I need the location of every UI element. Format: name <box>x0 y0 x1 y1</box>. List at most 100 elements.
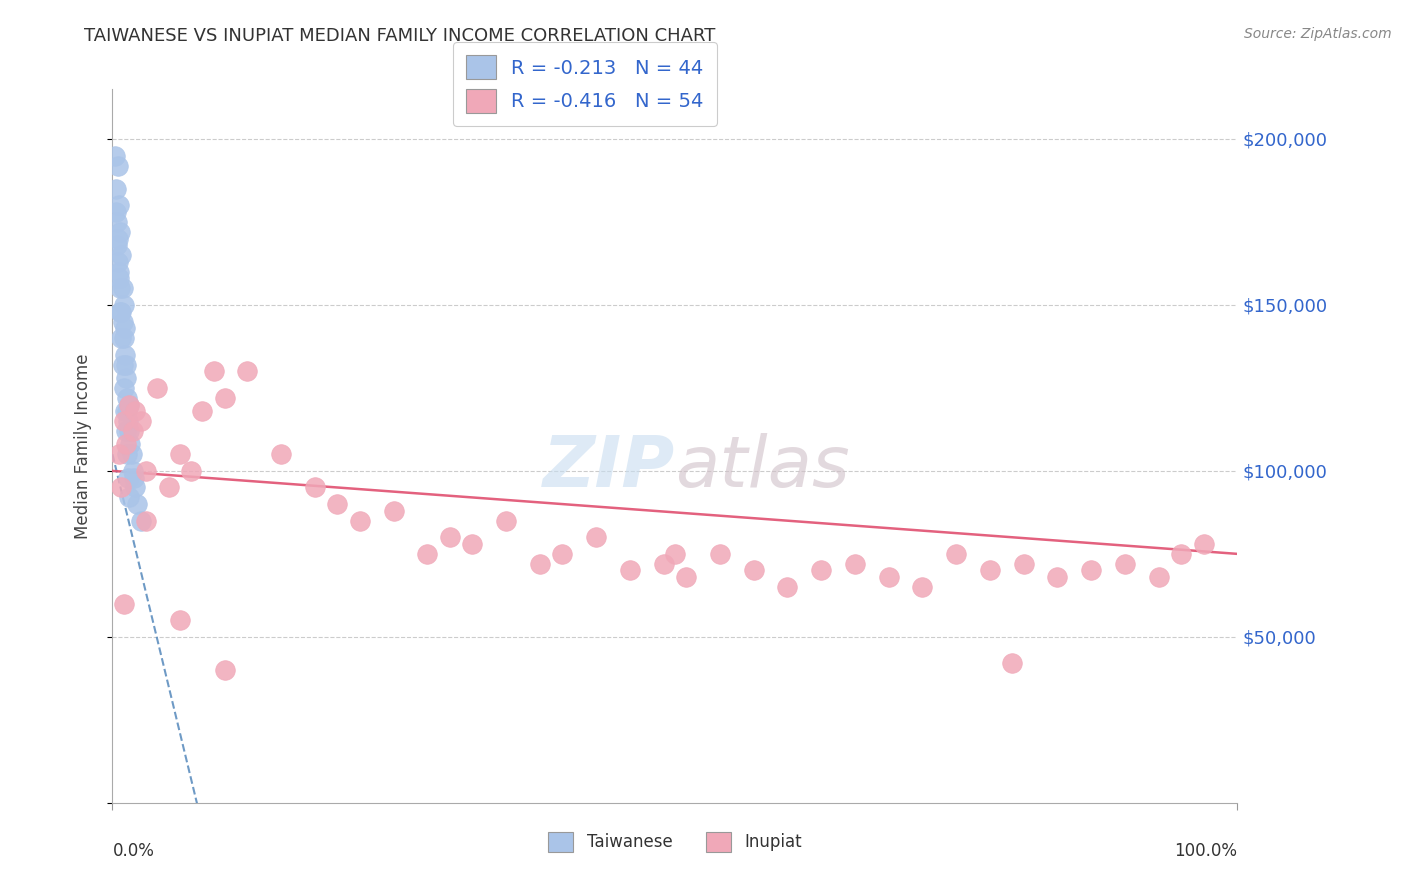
Point <box>326 497 349 511</box>
Point <box>529 557 551 571</box>
Point <box>118 397 141 411</box>
Point <box>112 331 135 345</box>
Point <box>214 663 236 677</box>
Point <box>107 231 129 245</box>
Point <box>115 447 138 461</box>
Point <box>111 314 134 328</box>
Text: 100.0%: 100.0% <box>1174 842 1237 860</box>
Point <box>191 404 214 418</box>
Point <box>112 298 135 312</box>
Point <box>495 514 517 528</box>
Point <box>105 238 128 252</box>
Point <box>110 481 132 495</box>
Point <box>169 613 191 627</box>
Point <box>1001 657 1024 671</box>
Point <box>118 397 141 411</box>
Point <box>349 514 371 528</box>
Point <box>382 504 405 518</box>
Text: TAIWANESE VS INUPIAT MEDIAN FAMILY INCOME CORRELATION CHART: TAIWANESE VS INUPIAT MEDIAN FAMILY INCOM… <box>84 27 716 45</box>
Point <box>304 481 326 495</box>
Point <box>120 437 142 451</box>
Point <box>110 281 132 295</box>
Point <box>108 447 131 461</box>
Point <box>945 547 967 561</box>
Point <box>180 464 202 478</box>
Point <box>157 481 180 495</box>
Point <box>121 464 143 478</box>
Point <box>110 248 132 262</box>
Point <box>214 391 236 405</box>
Point <box>115 404 138 418</box>
Point <box>115 391 138 405</box>
Point <box>115 358 138 372</box>
Point <box>585 530 607 544</box>
Point <box>270 447 292 461</box>
Point <box>675 570 697 584</box>
Point <box>110 304 132 318</box>
Point <box>114 321 136 335</box>
Point <box>108 198 131 212</box>
Point <box>110 331 132 345</box>
Text: ZIP: ZIP <box>543 433 675 502</box>
Legend: Taiwanese, Inupiat: Taiwanese, Inupiat <box>541 825 808 859</box>
Point <box>236 364 259 378</box>
Text: atlas: atlas <box>675 433 849 502</box>
Point <box>146 381 169 395</box>
Point <box>107 254 129 268</box>
Point <box>115 437 138 451</box>
Point <box>1114 557 1136 571</box>
Point <box>110 225 132 239</box>
Point <box>117 470 139 484</box>
Point <box>121 424 143 438</box>
Point <box>979 564 1001 578</box>
Point <box>124 404 146 418</box>
Point <box>122 470 145 484</box>
Point <box>129 414 152 428</box>
Point <box>844 557 866 571</box>
Point <box>1046 570 1069 584</box>
Point <box>114 348 136 362</box>
Point <box>911 580 934 594</box>
Point <box>105 215 128 229</box>
Point <box>1170 547 1192 561</box>
Point <box>129 514 152 528</box>
Point <box>108 271 131 285</box>
Text: Source: ZipAtlas.com: Source: ZipAtlas.com <box>1244 27 1392 41</box>
Point <box>124 481 146 495</box>
Point <box>461 537 484 551</box>
Y-axis label: Median Family Income: Median Family Income <box>73 353 91 539</box>
Point <box>169 447 191 461</box>
Point <box>108 265 131 279</box>
Point <box>111 281 134 295</box>
Point <box>104 205 127 219</box>
Point <box>112 414 135 428</box>
Point <box>107 159 129 173</box>
Point <box>110 304 132 318</box>
Point <box>118 424 141 438</box>
Point <box>104 148 127 162</box>
Point <box>652 557 675 571</box>
Point <box>551 547 574 561</box>
Point <box>112 381 135 395</box>
Point <box>135 464 157 478</box>
Point <box>104 182 127 196</box>
Point <box>111 358 134 372</box>
Point <box>202 364 225 378</box>
Point <box>114 404 136 418</box>
Point <box>121 447 143 461</box>
Point <box>117 414 139 428</box>
Point <box>439 530 461 544</box>
Point <box>1192 537 1215 551</box>
Point <box>709 547 731 561</box>
Point <box>877 570 900 584</box>
Point <box>115 424 138 438</box>
Point <box>742 564 765 578</box>
Point <box>776 580 799 594</box>
Point <box>118 491 141 505</box>
Point <box>112 597 135 611</box>
Point <box>127 497 149 511</box>
Point <box>1080 564 1102 578</box>
Point <box>135 514 157 528</box>
Text: 0.0%: 0.0% <box>112 842 155 860</box>
Point <box>416 547 439 561</box>
